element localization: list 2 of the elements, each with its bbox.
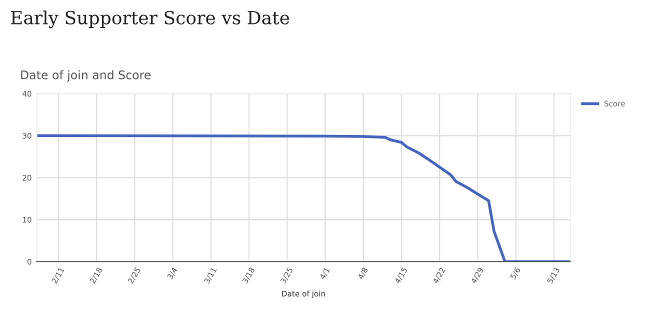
chart-subtitle: Date of join and Score [21,70,151,82]
chart-title: Early Supporter Score vs Date [11,10,290,28]
